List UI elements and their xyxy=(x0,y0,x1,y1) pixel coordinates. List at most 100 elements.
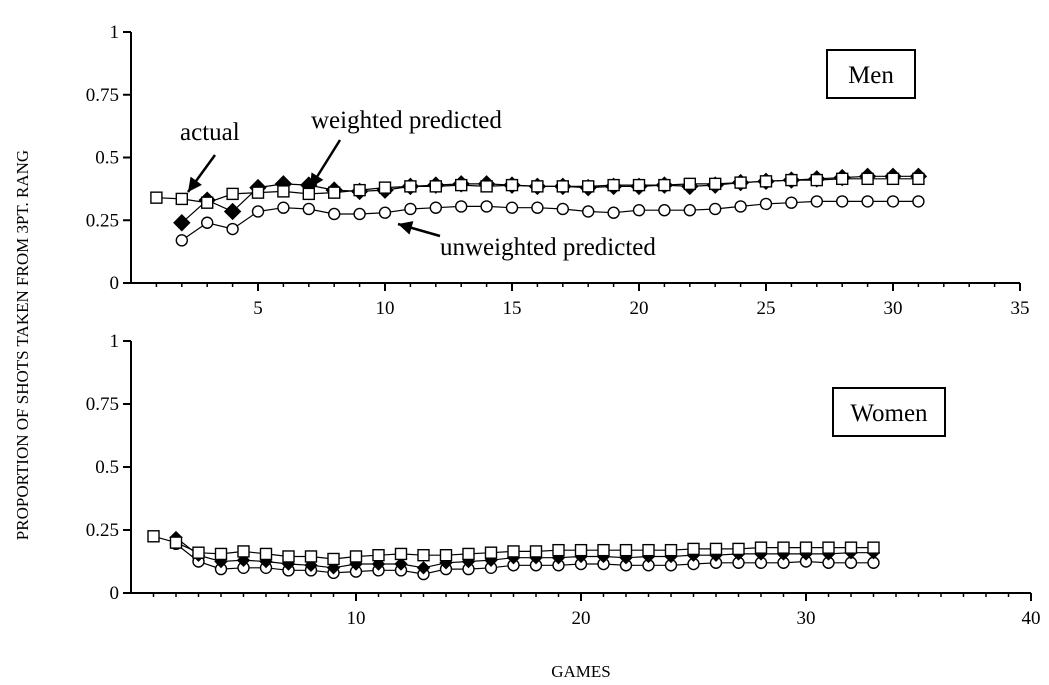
actual-point xyxy=(867,541,880,554)
weighted-predicted-point xyxy=(394,557,408,571)
actual-point xyxy=(507,545,520,558)
actual-point xyxy=(302,187,315,201)
x-tick-label: 25 xyxy=(757,298,776,319)
actual-point xyxy=(529,545,543,558)
x-tick-label: 35 xyxy=(1011,298,1030,319)
y-tick-label: 0 xyxy=(110,583,120,604)
women-panel: 0 0.25 0.5 0.75 1 10 20 30 40 Women xyxy=(86,331,1041,629)
actual-point xyxy=(886,172,900,186)
actual-point xyxy=(836,172,849,186)
unweighted-predicted-point xyxy=(658,204,671,217)
unweighted-predicted-point xyxy=(785,196,798,209)
actual-point xyxy=(169,536,183,549)
actual-point xyxy=(687,542,700,556)
y-tick-label: 0.25 xyxy=(86,210,119,231)
actual-point xyxy=(822,541,835,554)
actual-point xyxy=(147,530,160,543)
unweighted-predicted-point xyxy=(302,202,315,216)
actual-point xyxy=(304,550,318,563)
actual-point xyxy=(349,550,363,563)
actual-point xyxy=(394,547,408,561)
annotation-arrow-head xyxy=(398,221,414,235)
actual-point xyxy=(404,180,417,193)
actual-point xyxy=(810,173,823,187)
actual-point xyxy=(353,183,366,197)
actual-point xyxy=(732,542,745,556)
actual-point xyxy=(683,177,696,191)
actual-point xyxy=(277,185,290,198)
actual-point xyxy=(150,191,163,204)
actual-point xyxy=(912,172,925,186)
actual-point xyxy=(192,546,205,559)
unweighted-predicted-point xyxy=(328,207,341,221)
unweighted-predicted-point xyxy=(759,197,773,211)
x-axis-label: GAMES xyxy=(551,662,611,681)
actual-point xyxy=(619,543,633,557)
actual-point xyxy=(214,547,228,561)
unweighted-predicted-point xyxy=(404,202,417,216)
actual-point xyxy=(484,546,498,559)
unweighted-predicted-point xyxy=(886,195,900,208)
unweighted-predicted-point xyxy=(531,201,544,214)
actual-point xyxy=(480,180,493,193)
actual-point xyxy=(759,175,773,188)
y-tick-label: 0.5 xyxy=(95,457,119,478)
series-line-diamond xyxy=(181,175,919,224)
actual-point xyxy=(200,196,214,209)
x-tick-label: 30 xyxy=(884,298,903,319)
actual-point xyxy=(462,547,475,561)
unweighted-predicted-point xyxy=(251,205,265,218)
weighted-predicted-point xyxy=(416,561,431,575)
panel-title: Men xyxy=(848,62,894,89)
actual-point xyxy=(327,552,340,566)
unweighted-predicted-point xyxy=(582,205,595,218)
unweighted-predicted-point xyxy=(861,195,874,208)
actual-point xyxy=(531,180,544,193)
annotation-arrow-head xyxy=(310,172,324,188)
actual-point xyxy=(799,541,813,554)
x-tick-label: 20 xyxy=(630,298,649,319)
unweighted-predicted-point xyxy=(734,200,747,213)
x-tick-label: 5 xyxy=(253,298,263,319)
y-tick-label: 1 xyxy=(110,22,120,43)
unweighted-predicted-point xyxy=(810,195,823,208)
unweighted-predicted-point xyxy=(226,222,239,236)
unweighted-predicted-point xyxy=(378,206,392,219)
actual-point xyxy=(237,545,250,558)
actual-point xyxy=(455,178,468,192)
actual-point xyxy=(552,543,565,557)
actual-point xyxy=(861,172,874,186)
x-tick-label: 15 xyxy=(503,298,522,319)
actual-point xyxy=(582,180,595,193)
actual-point xyxy=(328,186,341,199)
actual-point xyxy=(251,186,265,199)
actual-point xyxy=(597,543,610,557)
unweighted-predicted-point xyxy=(200,216,214,229)
series-annotation: weighted predicted xyxy=(311,107,502,134)
unweighted-predicted-point xyxy=(709,202,722,216)
y-axis-label: PROPORTION OF SHOTS TAKEN FROM 3PT. RANG xyxy=(13,150,32,540)
series-annotation: unweighted predicted xyxy=(440,234,656,261)
actual-point xyxy=(372,549,385,562)
actual-point xyxy=(429,180,442,193)
unweighted-predicted-point xyxy=(683,204,696,217)
actual-point xyxy=(439,549,453,562)
y-tick-label: 1 xyxy=(110,331,120,352)
actual-point xyxy=(226,187,239,201)
unweighted-predicted-point xyxy=(607,206,620,219)
y-tick-label: 0.25 xyxy=(86,520,119,541)
weighted-predicted-point xyxy=(223,202,242,221)
unweighted-predicted-point xyxy=(455,200,468,213)
actual-point xyxy=(378,181,392,194)
actual-point xyxy=(785,173,798,187)
x-tick-label: 10 xyxy=(376,298,395,319)
actual-point xyxy=(709,542,723,556)
x-tick-label: 10 xyxy=(347,608,366,629)
actual-point xyxy=(175,192,189,206)
unweighted-predicted-point xyxy=(480,200,493,213)
actual-point xyxy=(282,550,295,563)
actual-point xyxy=(844,541,858,554)
actual-point xyxy=(754,541,768,554)
actual-point xyxy=(642,543,655,557)
actual-point xyxy=(632,178,646,192)
